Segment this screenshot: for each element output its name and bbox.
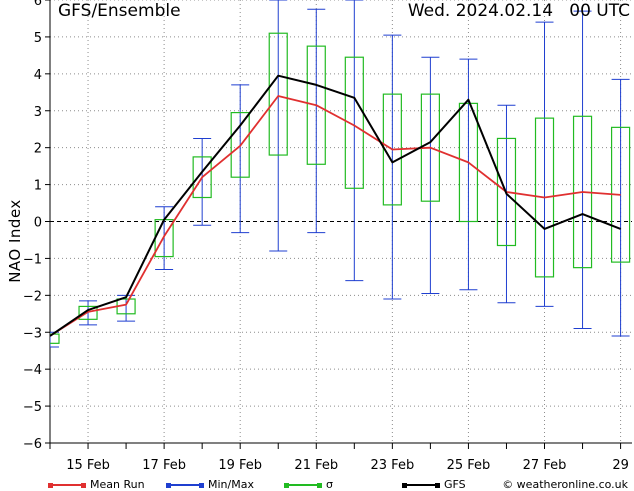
plot-area	[50, 0, 631, 348]
legend-swatch-min-max	[166, 482, 204, 488]
mean-run-line	[50, 95, 621, 337]
y-tick-label: −2	[23, 289, 42, 304]
y-tick-label: −3	[23, 326, 42, 341]
legend-item-mean-run: Mean Run	[48, 478, 145, 491]
y-tick-label: 6	[34, 0, 42, 9]
gfs-line	[50, 74, 621, 337]
legend-swatch-sigma	[284, 482, 322, 488]
legend-label-mean-run: Mean Run	[90, 478, 145, 491]
sigma-box	[534, 117, 555, 278]
sigma-box	[50, 333, 60, 344]
y-tick-label: 5	[34, 31, 42, 46]
sigma-box	[78, 305, 98, 320]
x-tick-label: 19 Feb	[218, 458, 262, 473]
sigma-box	[344, 56, 364, 189]
y-tick-label: −4	[23, 363, 42, 378]
y-tick-label: 1	[34, 179, 42, 194]
x-tick-label: 29	[612, 458, 629, 473]
sigma-box	[496, 137, 517, 247]
copyright-notice: © weatheronline.co.uk	[502, 478, 628, 491]
sigma-box	[192, 156, 212, 199]
x-tick-label: 25 Feb	[447, 458, 491, 473]
y-tick-label: 2	[34, 142, 42, 157]
legend-swatch-gfs	[402, 482, 440, 488]
y-tick-label: 3	[34, 105, 42, 120]
y-axis-label: NAO Index	[6, 199, 24, 283]
legend-label-sigma: σ	[326, 478, 333, 491]
legend-item-gfs: GFS	[402, 478, 466, 491]
y-tick-label: −6	[23, 437, 42, 452]
x-tick-label: 17 Feb	[142, 458, 186, 473]
sigma-box	[230, 111, 250, 178]
legend-label-min-max: Min/Max	[208, 478, 254, 491]
y-tick-label: −5	[23, 400, 42, 415]
sigma-box	[306, 45, 326, 165]
legend-item-sigma: σ	[284, 478, 333, 491]
chart-title: GFS/Ensemble	[58, 1, 181, 21]
x-tick-label: 21 Feb	[294, 458, 338, 473]
y-tick-label: 0	[34, 216, 42, 231]
y-tick-label: 4	[34, 68, 42, 83]
legend-item-min-max: Min/Max	[166, 478, 254, 491]
legend-swatch-mean-run	[48, 482, 86, 488]
y-tick-label: −1	[23, 252, 42, 267]
run-datetime: Wed. 2024.02.14 00 UTC	[407, 1, 630, 21]
x-tick-label: 15 Feb	[66, 458, 110, 473]
sigma-box	[268, 32, 288, 156]
legend: Mean Run Min/Max σ GFS © weatheronline.c…	[0, 476, 634, 491]
sigma-box	[458, 102, 479, 223]
x-tick-label: 23 Feb	[371, 458, 415, 473]
x-tick-label: 27 Feb	[523, 458, 567, 473]
legend-label-gfs: GFS	[444, 478, 466, 491]
